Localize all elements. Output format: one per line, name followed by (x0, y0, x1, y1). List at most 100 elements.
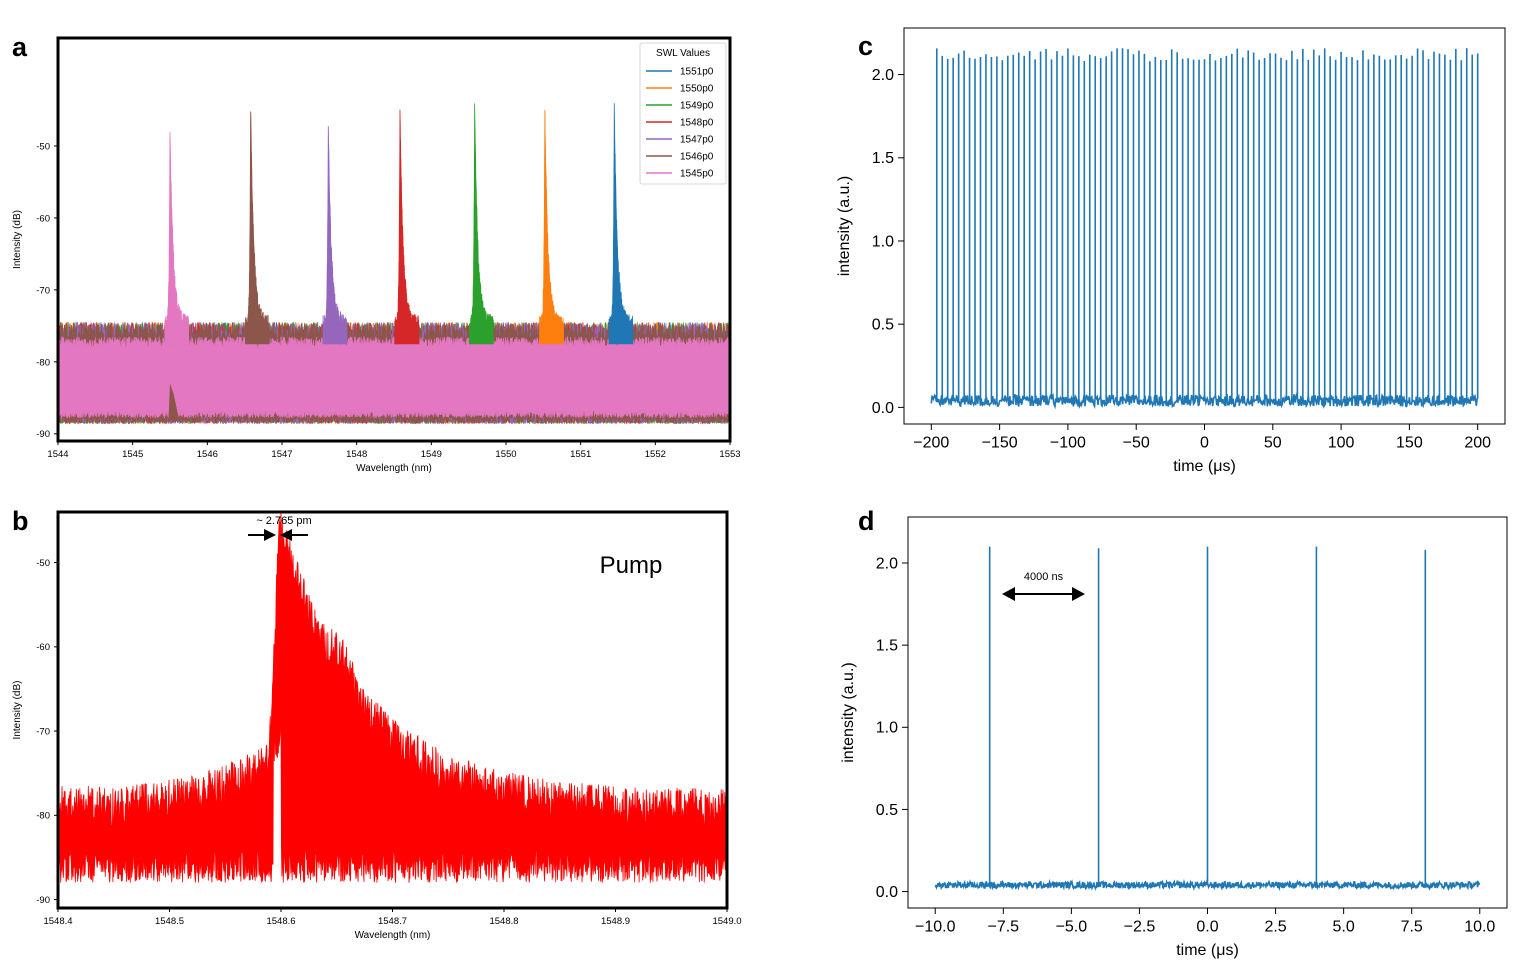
x-tick-label: 150 (1396, 435, 1423, 452)
x-axis-label: time (μs) (1176, 942, 1239, 959)
series-pulses (934, 546, 1481, 892)
y-axis-label: intensity (a.u.) (836, 176, 853, 276)
y-tick-label: -50 (36, 558, 50, 569)
panel-a: a 1544 1545 1546 1547 1548 1549 1550 1551 1552 155… (12, 32, 741, 474)
legend-title: SWL Values (656, 48, 710, 59)
y-tick-label: 1.0 (872, 233, 894, 250)
legend-entry: 1550p0 (680, 84, 714, 95)
y-tick-label: 0.0 (872, 400, 894, 417)
y-tick-label: 1.5 (872, 150, 894, 167)
x-tick-label: 2.5 (1264, 919, 1286, 936)
x-tick-label: 1548 (346, 449, 367, 460)
x-tick-label: 50 (1264, 435, 1282, 452)
y-tick-label: -90 (36, 429, 50, 440)
x-tick-label: 1545 (122, 449, 143, 460)
y-tick-label: 0.5 (876, 802, 898, 819)
plot-area-a (58, 103, 730, 425)
x-tick-label: 1551 (570, 449, 591, 460)
series-peak-1551p0 (608, 103, 634, 345)
plot-frame (56, 36, 732, 443)
period-arrow-head-right (1072, 587, 1085, 601)
x-tick-label: 1548.6 (266, 916, 295, 927)
panel-letter-b: b (12, 506, 29, 536)
y-tick-label: 1.0 (876, 720, 898, 737)
series-noise-1545p0 (58, 335, 730, 420)
x-tick-label: 1552 (645, 449, 666, 460)
x-tick-label: 200 (1464, 435, 1491, 452)
x-tick-label: 100 (1328, 435, 1355, 452)
x-tick-label: 1548.5 (155, 916, 184, 927)
x-tick-label: 0.0 (1196, 919, 1218, 936)
y-tick-label: 2.0 (872, 67, 894, 84)
x-tick-label: 1546 (197, 449, 218, 460)
x-tick-label: −7.5 (987, 919, 1019, 936)
x-tick-label: 7.5 (1401, 919, 1423, 936)
panel-c: c −200 −150 −100 −50 0 50 100 150 200 0.0 0.5 1.0 1.5… (836, 27, 1506, 475)
panel-d: d −10.0 −7.5 −5.0 −2.5 0.0 2.5 5.0 7.5 10.0 0.0 0.5… (840, 506, 1508, 959)
x-tick-label: −100 (1050, 435, 1086, 452)
x-tick-label: 1549 (421, 449, 442, 460)
legend-entry: 1545p0 (680, 169, 714, 180)
y-tick-label: -90 (36, 895, 50, 906)
panel-letter-c: c (858, 31, 873, 61)
x-tick-label: −50 (1123, 435, 1150, 452)
x-tick-label: 0 (1200, 435, 1209, 452)
y-tick-label: 0.0 (876, 884, 898, 901)
legend-entry: 1546p0 (680, 152, 714, 163)
pump-label: Pump (600, 552, 663, 579)
legend-entry: 1551p0 (680, 67, 714, 78)
linewidth-label: ~ 2.765 pm (256, 515, 311, 527)
series-peak-1547p0 (322, 126, 348, 345)
x-tick-label: 1544 (47, 449, 68, 460)
series-peak-1545p0 (164, 131, 190, 345)
legend-entry: 1549p0 (680, 101, 714, 112)
x-tick-label: 1549.0 (712, 916, 741, 927)
series-peak-1546p0 (245, 110, 270, 345)
y-tick-label: 2.0 (876, 555, 898, 572)
legend-box (639, 42, 727, 185)
plot-area-b (58, 513, 727, 883)
series-pulse-train (930, 48, 1479, 410)
x-tick-label: −5.0 (1056, 919, 1088, 936)
arrow-left-head (264, 529, 276, 541)
panel-letter-d: d (858, 506, 875, 536)
x-tick-label: 1548.7 (378, 916, 407, 927)
panel-letter-a: a (12, 32, 28, 62)
series-pump (58, 513, 727, 883)
y-tick-label: -70 (36, 726, 50, 737)
panel-b: b 1548.4 1548.5 1548.6 1548.7 1548.8 1548.9 154… (12, 506, 742, 941)
x-axis-label: Wavelength (nm) (355, 930, 431, 941)
x-tick-label: 1548.4 (43, 916, 72, 927)
y-tick-label: 1.5 (876, 638, 898, 655)
y-axis-label: Intensity (dB) (12, 210, 23, 269)
series-peak-1549p0 (469, 103, 494, 345)
x-tick-label: −2.5 (1124, 919, 1156, 936)
x-tick-label: 10.0 (1464, 919, 1495, 936)
period-arrow-head-left (1002, 587, 1015, 601)
y-tick-label: -70 (36, 285, 50, 296)
y-axis-label: Intensity (dB) (12, 681, 23, 740)
x-tick-label: 5.0 (1333, 919, 1355, 936)
x-tick-label: 1553 (719, 449, 740, 460)
plot-area-d (934, 546, 1481, 892)
legend-entry: 1547p0 (680, 135, 714, 146)
x-tick-label: 1548.9 (601, 916, 630, 927)
y-tick-label: -50 (36, 141, 50, 152)
x-tick-label: −150 (982, 435, 1018, 452)
x-tick-label: 1547 (271, 449, 292, 460)
period-label: 4000 ns (1024, 571, 1064, 583)
y-tick-label: 0.5 (872, 317, 894, 334)
x-tick-label: −200 (913, 435, 949, 452)
legend-entry: 1548p0 (680, 118, 714, 129)
y-tick-label: -60 (36, 213, 50, 224)
y-tick-label: -60 (36, 642, 50, 653)
plot-area-c (930, 48, 1479, 410)
x-tick-label: −10.0 (915, 919, 956, 936)
x-tick-label: 1548.8 (489, 916, 518, 927)
arrow-right-head (280, 529, 292, 541)
series-peak-1548p0 (394, 109, 420, 345)
series-peak-1550p0 (539, 109, 564, 345)
y-tick-label: -80 (36, 357, 50, 368)
series-artifact-1546p0 (168, 383, 179, 420)
